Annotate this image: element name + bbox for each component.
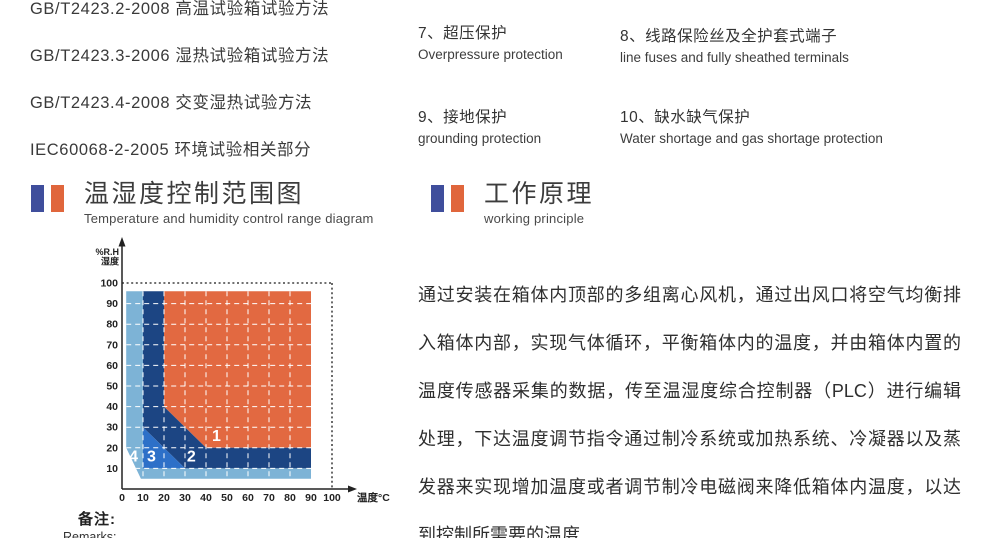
protection-en: line fuses and fully sheathed terminals <box>620 50 849 65</box>
section-header-range-diagram: 温湿度控制范围图 Temperature and humidity contro… <box>31 180 374 226</box>
y-axis-title-humidity: 湿度 <box>101 256 120 267</box>
x-tick-label: 30 <box>179 492 191 504</box>
y-tick-label: 100 <box>100 278 118 290</box>
x-tick-label: 60 <box>242 492 254 504</box>
x-axis-arrow-icon <box>348 485 357 493</box>
principle-line: 通过安装在箱体内顶部的多组离心风机，通过出风口将空气均衡排 <box>418 285 961 305</box>
region-label-1: 1 <box>212 428 221 445</box>
y-tick-label: 40 <box>106 401 118 413</box>
protection-zh: 7、超压保护 <box>418 25 508 42</box>
remarks-zh: 备注: <box>78 511 116 528</box>
region-label-3: 3 <box>147 449 156 466</box>
x-axis-title: 温度°C <box>357 491 390 504</box>
protection-item-7: 7、超压保护 Overpressure protection <box>418 21 563 62</box>
orange-bar <box>51 185 64 212</box>
section-title: 工作原理 <box>484 180 595 208</box>
y-tick-label: 50 <box>106 381 118 393</box>
principle-line: 到控制所需要的温度 <box>418 525 580 538</box>
x-tick-label: 40 <box>200 492 212 504</box>
section-title: 温湿度控制范围图 <box>84 180 305 208</box>
y-axis-title-rh: %R.H <box>95 247 119 257</box>
y-tick-label: 20 <box>106 442 118 454</box>
protection-item-9: 9、接地保护 grounding protection <box>418 105 541 146</box>
protection-en: Water shortage and gas shortage protecti… <box>620 131 883 146</box>
standard-item: GB/T2423.2-2008 高温试验箱试验方法 <box>30 0 330 18</box>
y-tick-label: 80 <box>106 319 118 331</box>
x-tick-label: 100 <box>323 492 341 504</box>
protection-zh: 9、接地保护 <box>418 109 508 126</box>
remarks: 备注: Remarks: <box>63 508 116 538</box>
y-tick-label: 90 <box>106 298 118 310</box>
y-axis-arrow-icon <box>118 237 126 247</box>
dual-bar-icon <box>31 185 64 212</box>
standard-item: GB/T2423.4-2008 交变湿热试验方法 <box>30 94 313 112</box>
x-tick-label: 80 <box>284 492 296 504</box>
chart-region-2 <box>143 291 311 469</box>
orange-bar <box>451 185 464 212</box>
humidity-temperature-range-chart: 0 10 20 30 40 50 60 70 80 90 100 10 20 30 40 50 60 70 80 90… <box>95 237 390 504</box>
blue-bar <box>431 185 444 212</box>
protection-zh: 8、线路保险丝及全护套式端子 <box>620 28 838 45</box>
dual-bar-icon <box>431 185 464 212</box>
y-tick-label: 30 <box>106 422 118 434</box>
principle-line: 发器来实现增加温度或者调节制冷电磁阀来降低箱体内温度，以达 <box>418 477 961 497</box>
x-tick-label: 20 <box>158 492 170 504</box>
y-tick-label: 10 <box>106 463 118 475</box>
blue-bar <box>31 185 44 212</box>
principle-line: 入箱体内部，实现气体循环，平衡箱体内的温度，并由箱体内置的 <box>418 333 961 353</box>
y-tick-label: 70 <box>106 339 118 351</box>
section-subtitle: Temperature and humidity control range d… <box>84 210 374 226</box>
protection-en: grounding protection <box>418 131 542 146</box>
protection-en: Overpressure protection <box>418 47 563 62</box>
remarks-en: Remarks: <box>63 530 117 538</box>
x-tick-label: 50 <box>221 492 233 504</box>
standards-list: GB/T2423.2-2008 高温试验箱试验方法 GB/T2423.3-200… <box>30 0 329 174</box>
x-tick-label: 90 <box>305 492 317 504</box>
protection-item-10: 10、缺水缺气保护 Water shortage and gas shortag… <box>620 105 883 146</box>
working-principle-text: 通过安装在箱体内顶部的多组离心风机，通过出风口将空气均衡排 入箱体内部，实现气体… <box>418 271 961 538</box>
x-tick-label: 70 <box>263 492 275 504</box>
principle-line: 处理，下达温度调节指令通过制冷系统或加热系统、冷凝器以及蒸 <box>418 429 961 449</box>
section-header-working-principle: 工作原理 working principle <box>431 180 595 226</box>
standard-item: IEC60068-2-2005 环境试验相关部分 <box>30 141 312 159</box>
protection-item-8: 8、线路保险丝及全护套式端子 line fuses and fully shea… <box>620 24 849 65</box>
standard-item: GB/T2423.3-2006 湿热试验箱试验方法 <box>30 47 330 65</box>
region-label-4: 4 <box>129 449 138 466</box>
principle-line: 温度传感器采集的数据，传至温湿度综合控制器（PLC）进行编辑 <box>418 381 961 401</box>
protection-zh: 10、缺水缺气保护 <box>620 109 751 126</box>
x-tick-label: 10 <box>137 492 149 504</box>
section-subtitle: working principle <box>484 210 585 226</box>
x-tick-label: 0 <box>119 492 125 504</box>
chart-region-1 <box>164 291 311 448</box>
chart-grid <box>126 291 311 479</box>
region-label-2: 2 <box>187 449 196 466</box>
y-tick-label: 60 <box>106 360 118 372</box>
